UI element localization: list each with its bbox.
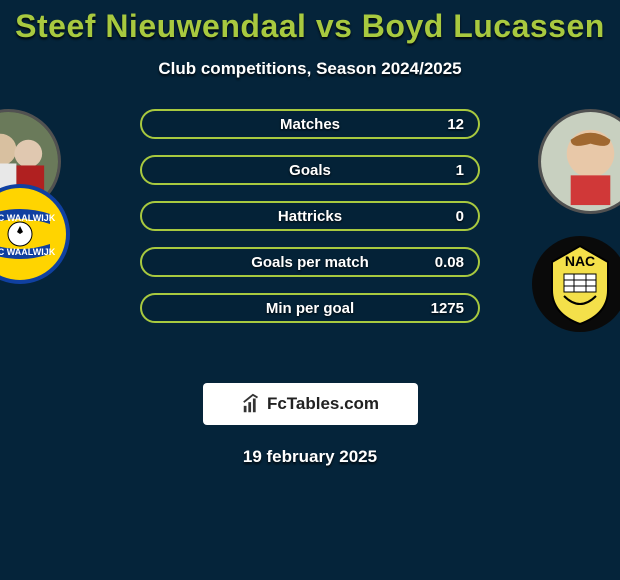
stat-row-goals-per-match: Goals per match 0.08 [140,247,480,277]
club-left-badge: RKC WAALWIJK RKC WAALWIJK [0,184,70,284]
player-right-avatar [538,109,620,214]
stat-value: 1 [456,162,464,179]
avatar-placeholder-icon [541,112,620,211]
svg-text:RKC WAALWIJK: RKC WAALWIJK [0,247,56,257]
stat-label: Min per goal [266,300,354,317]
stat-bars: Matches 12 Goals 1 Hattricks 0 Goals per… [140,109,480,339]
stat-value: 0.08 [435,254,464,271]
subtitle: Club competitions, Season 2024/2025 [0,59,620,79]
chart-icon [241,393,263,415]
club-badge-icon: NAC [530,234,620,334]
stat-label: Goals per match [251,254,369,271]
stat-value: 1275 [431,300,464,317]
page-title: Steef Nieuwendaal vs Boyd Lucassen [0,0,620,45]
club-right-badge: NAC [530,234,620,334]
source-badge-text: FcTables.com [267,394,379,414]
stat-label: Hattricks [278,208,342,225]
stat-row-matches: Matches 12 [140,109,480,139]
stat-value: 12 [447,116,464,133]
stat-row-min-per-goal: Min per goal 1275 [140,293,480,323]
source-badge: FcTables.com [203,383,418,425]
stat-row-goals: Goals 1 [140,155,480,185]
stat-label: Matches [280,116,340,133]
stat-label: Goals [289,162,331,179]
svg-text:RKC WAALWIJK: RKC WAALWIJK [0,213,56,223]
stat-value: 0 [456,208,464,225]
stat-row-hattricks: Hattricks 0 [140,201,480,231]
comparison-panel: RKC WAALWIJK RKC WAALWIJK NAC [0,109,620,369]
date-label: 19 february 2025 [0,447,620,467]
club-badge-icon: RKC WAALWIJK RKC WAALWIJK [0,184,70,284]
svg-text:NAC: NAC [565,253,595,269]
